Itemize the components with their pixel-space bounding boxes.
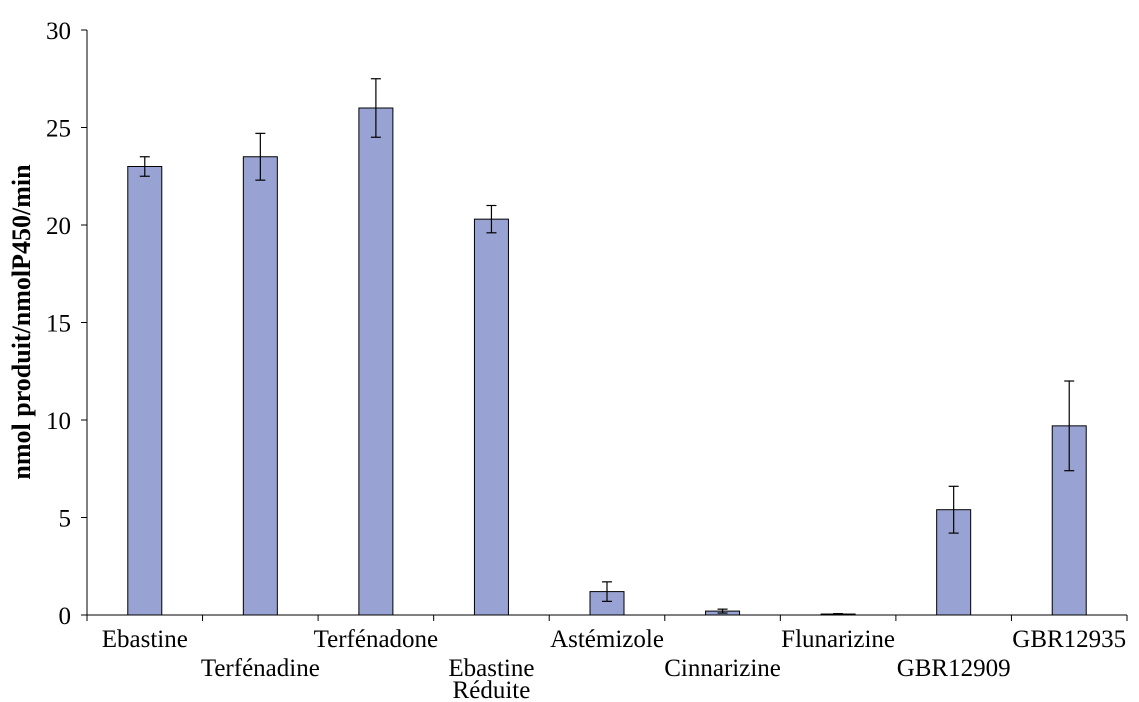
x-category-label: Terfénadine bbox=[201, 655, 320, 682]
y-tick-label: 0 bbox=[59, 603, 72, 630]
error-bar bbox=[255, 132, 266, 181]
y-tick-label: 25 bbox=[46, 116, 71, 143]
x-category-label: GBR12909 bbox=[897, 655, 1011, 682]
y-tick-label: 20 bbox=[46, 213, 71, 240]
error-bar bbox=[139, 156, 150, 177]
error-bar bbox=[948, 485, 959, 534]
bars bbox=[127, 107, 1087, 616]
x-category-label: Astémizole bbox=[550, 626, 664, 653]
x-category-label: Flunarizine bbox=[781, 626, 895, 653]
x-category-label: Ebastine bbox=[102, 626, 188, 653]
error-bars bbox=[139, 78, 1075, 616]
y-tick-label: 5 bbox=[59, 506, 72, 533]
error-bar bbox=[370, 78, 381, 138]
x-category-label: Cinnarizine bbox=[664, 655, 781, 682]
error-bar bbox=[717, 608, 728, 614]
bar bbox=[358, 107, 394, 616]
y-tick-label: 15 bbox=[46, 311, 71, 338]
error-bar bbox=[833, 613, 844, 616]
error-bar bbox=[602, 581, 612, 602]
bar bbox=[473, 218, 509, 616]
y-tick-label: 30 bbox=[46, 18, 71, 45]
x-category-label: Terfénadone bbox=[314, 626, 439, 653]
error-bar bbox=[486, 204, 497, 234]
y-tick-label: 10 bbox=[46, 408, 71, 435]
y-axis-label: nmol produit/nmolP450/min bbox=[7, 164, 36, 480]
y-tick-labels: 0 5 10 15 20 25 30 bbox=[46, 18, 71, 630]
bar bbox=[242, 156, 278, 616]
error-bar bbox=[1064, 380, 1075, 472]
bar bbox=[127, 166, 163, 616]
x-category-label: GBR12935 bbox=[1012, 626, 1126, 653]
x-category-label: Ebastine Réduite bbox=[448, 655, 534, 702]
